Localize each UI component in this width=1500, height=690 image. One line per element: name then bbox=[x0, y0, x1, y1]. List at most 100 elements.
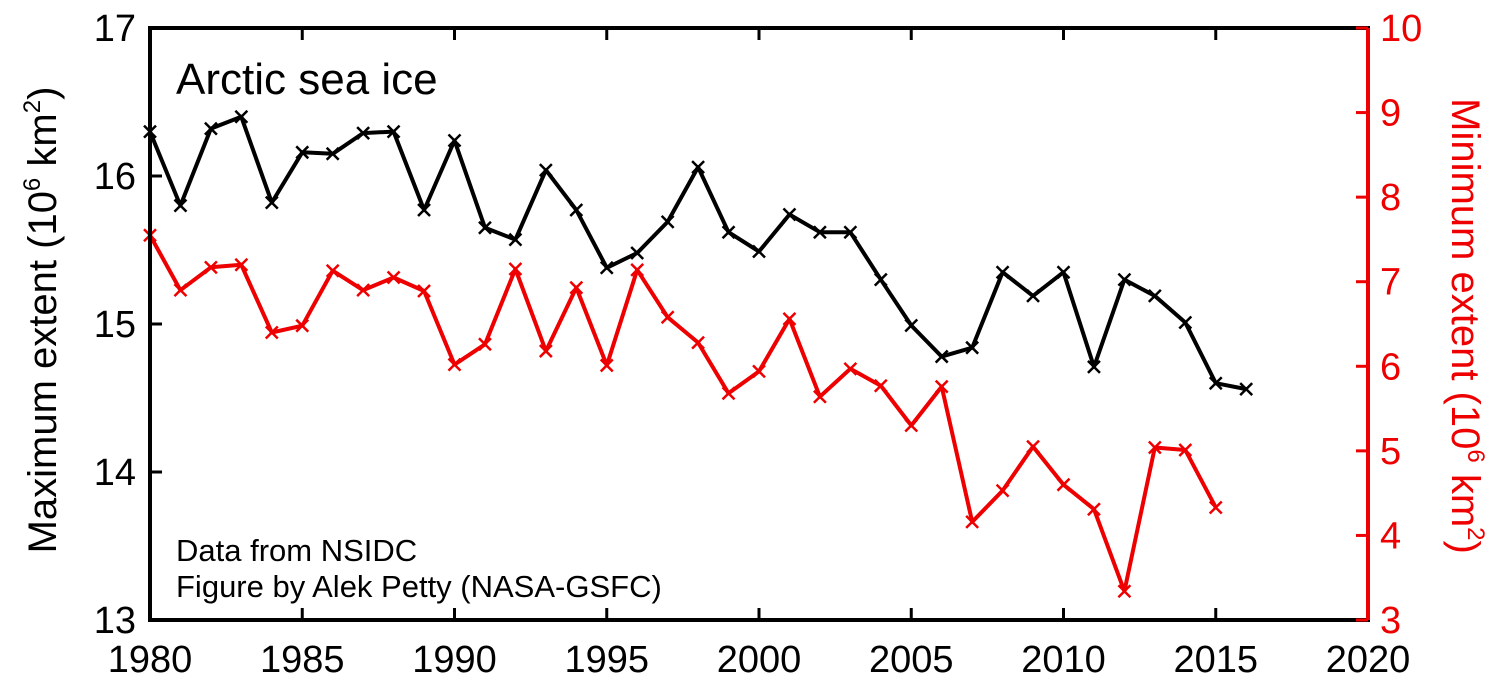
maximum-extent-point bbox=[234, 109, 249, 124]
y-right-tick-label: 10 bbox=[1380, 8, 1422, 50]
maximum-extent-point bbox=[1026, 288, 1040, 303]
maximum-extent-point bbox=[752, 244, 766, 259]
minimum-extent-point bbox=[356, 283, 371, 298]
maximum-extent-point bbox=[173, 198, 188, 213]
maximum-extent-point bbox=[934, 349, 949, 364]
minimum-extent-point bbox=[599, 358, 614, 373]
maximum-extent-point bbox=[630, 246, 645, 260]
x-tick-label: 2020 bbox=[1326, 639, 1411, 681]
minimum-extent-point bbox=[873, 378, 888, 393]
maximum-extent-point bbox=[356, 126, 371, 140]
maximum-extent-point bbox=[1056, 265, 1071, 280]
minimum-extent-point bbox=[813, 389, 827, 404]
maximum-extent-point bbox=[417, 203, 431, 217]
maximum-extent-point bbox=[478, 220, 492, 235]
maximum-extent-point bbox=[995, 265, 1010, 280]
minimum-extent-point bbox=[782, 312, 797, 326]
minimum-extent-point bbox=[965, 515, 980, 529]
y-right-axis-label: Minimum extent (106 km2) bbox=[1443, 98, 1489, 554]
maximum-extent-point bbox=[691, 160, 705, 175]
y-left-tick-label: 17 bbox=[94, 8, 136, 50]
maximum-extent-point bbox=[599, 260, 614, 275]
maximum-extent-point bbox=[1087, 360, 1101, 374]
minimum-extent-point bbox=[1208, 500, 1223, 515]
minimum-extent-point bbox=[447, 357, 462, 372]
y-left-tick-label: 16 bbox=[94, 156, 136, 198]
maximum-extent-point bbox=[295, 145, 310, 160]
minimum-extent-point bbox=[1026, 439, 1040, 454]
chart-title: Arctic sea ice bbox=[176, 55, 438, 104]
minimum-extent-point bbox=[1056, 477, 1071, 492]
y-right-tick-label: 7 bbox=[1380, 262, 1401, 304]
maximum-extent-point bbox=[1117, 272, 1132, 287]
maximum-extent-point bbox=[1208, 376, 1223, 391]
minimum-extent-point bbox=[417, 284, 431, 298]
minimum-extent-point bbox=[234, 257, 249, 272]
minimum-extent-point bbox=[538, 344, 553, 358]
minimum-extent-point bbox=[691, 335, 705, 350]
y-right-tick-label: 6 bbox=[1380, 346, 1401, 388]
maximum-extent-point bbox=[1239, 382, 1254, 397]
minimum-extent-point bbox=[508, 262, 523, 276]
minimum-extent-point bbox=[325, 263, 340, 278]
y-left-tick-label: 15 bbox=[94, 304, 136, 346]
maximum-extent-point bbox=[813, 225, 827, 240]
minimum-extent-point bbox=[843, 361, 858, 376]
minimum-extent-point bbox=[569, 280, 584, 295]
minimum-extent-point bbox=[904, 418, 919, 433]
y-right-tick-label: 8 bbox=[1380, 177, 1401, 219]
minimum-extent-point bbox=[1117, 584, 1132, 599]
x-tick-label: 2010 bbox=[1021, 639, 1106, 681]
y-left-tick-label: 13 bbox=[94, 600, 136, 642]
minimum-extent-point bbox=[934, 379, 949, 394]
x-tick-label: 1990 bbox=[412, 639, 497, 681]
x-tick-label: 2000 bbox=[717, 639, 802, 681]
maximum-extent-point bbox=[660, 214, 675, 229]
y-right-tick-label: 3 bbox=[1380, 600, 1401, 642]
maximum-extent-point bbox=[204, 121, 218, 136]
maximum-extent-point bbox=[264, 195, 279, 210]
minimum-extent-point bbox=[173, 283, 188, 298]
maximum-extent-point bbox=[538, 163, 553, 177]
minimum-extent-point bbox=[478, 337, 492, 352]
maximum-extent-point bbox=[325, 146, 340, 161]
annotation-figure-credit: Figure by Alek Petty (NASA-GSFC) bbox=[176, 569, 662, 604]
maximum-extent-point bbox=[965, 340, 980, 355]
maximum-extent-point bbox=[721, 225, 736, 240]
maximum-extent-point bbox=[843, 225, 858, 240]
y-right-tick-label: 9 bbox=[1380, 93, 1401, 135]
minimum-extent-point bbox=[295, 318, 310, 333]
maximum-extent-point bbox=[508, 232, 523, 247]
minimum-extent-point bbox=[1147, 440, 1162, 455]
annotation-data-source: Data from NSIDC bbox=[176, 533, 417, 568]
maximum-extent-point bbox=[386, 124, 401, 139]
minimum-extent-point bbox=[721, 386, 736, 401]
minimum-extent-point bbox=[264, 325, 279, 340]
minimum-extent-point bbox=[204, 260, 218, 275]
minimum-extent-point bbox=[752, 364, 766, 379]
y-right-tick-label: 5 bbox=[1380, 431, 1401, 473]
minimum-extent-point bbox=[995, 483, 1010, 498]
minimum-extent-point bbox=[1087, 502, 1101, 517]
x-tick-label: 1985 bbox=[260, 639, 345, 681]
y-left-axis-label: Maximum extent (106 km2) bbox=[19, 87, 65, 554]
x-tick-label: 2005 bbox=[869, 639, 954, 681]
maximum-extent-line bbox=[148, 114, 1247, 392]
y-right-tick-label: 4 bbox=[1380, 515, 1401, 557]
minimum-extent-point bbox=[386, 270, 401, 285]
minimum-extent-point bbox=[660, 310, 675, 325]
maximum-extent-point bbox=[447, 133, 462, 148]
maximum-extent-point bbox=[873, 272, 888, 287]
maximum-extent-point bbox=[904, 318, 919, 333]
maximum-extent-point bbox=[569, 203, 584, 217]
x-tick-label: 1980 bbox=[108, 639, 193, 681]
minimum-extent-point bbox=[1178, 443, 1193, 457]
x-tick-label: 2015 bbox=[1173, 639, 1258, 681]
maximum-extent-point bbox=[1178, 315, 1193, 330]
x-tick-label: 1995 bbox=[564, 639, 649, 681]
maximum-extent-point bbox=[782, 207, 797, 222]
y-left-tick-label: 14 bbox=[94, 452, 136, 494]
minimum-extent-point bbox=[630, 262, 645, 277]
maximum-extent-point bbox=[1147, 288, 1162, 303]
